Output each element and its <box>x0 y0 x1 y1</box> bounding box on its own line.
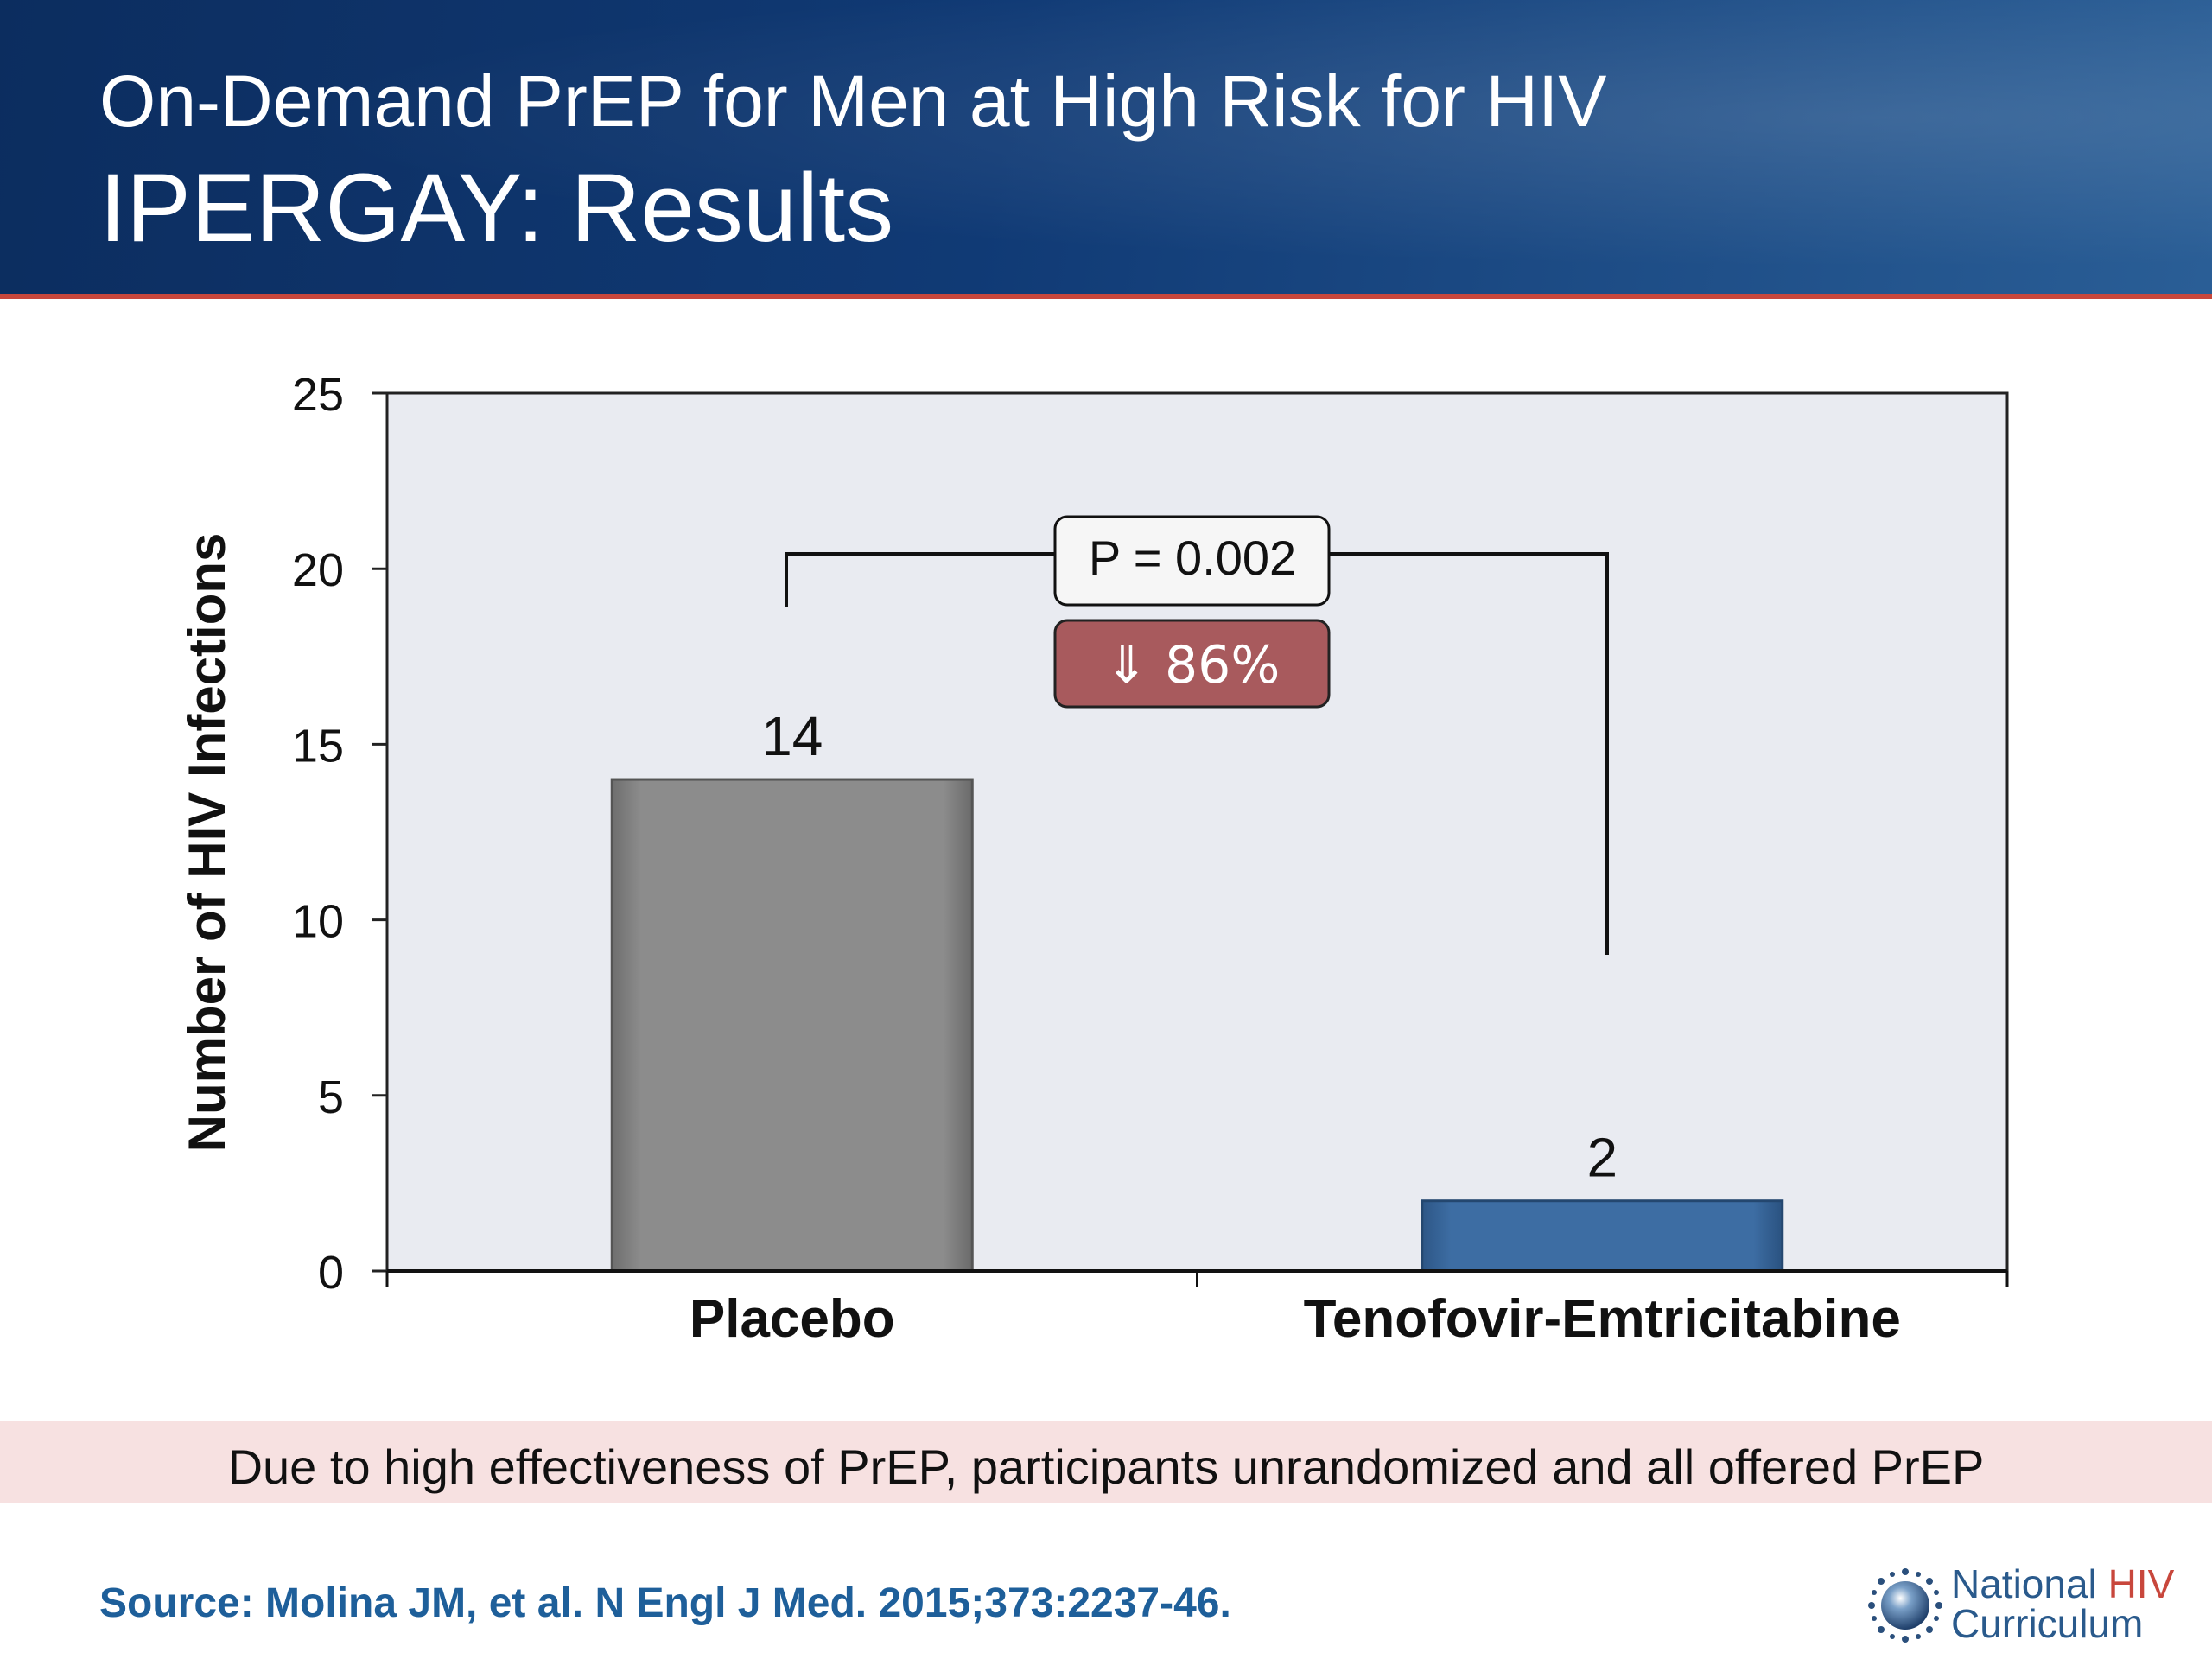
source-citation: Source: Molina JM, et al. N Engl J Med. … <box>99 1580 1231 1626</box>
slide-subtitle: IPERGAY: Results <box>99 154 894 262</box>
bar-tenofovir-emtricitabine <box>1421 1199 1784 1273</box>
x-category-label: Tenofovir-Emtricitabine <box>1304 1289 1901 1349</box>
bar-data-label: 2 <box>1586 1127 1618 1189</box>
y-tick-label: 5 <box>318 1071 344 1123</box>
reduction-label: ⇓ 86% <box>1105 635 1281 696</box>
note-banner <box>0 1421 2212 1503</box>
bar-chart: 0 5 10 15 20 25 14 2 Placebo Tenofovir-Emtricit… <box>178 369 2009 1349</box>
national-hiv-curriculum-logo: National HIV Curriculum <box>1866 1562 2195 1649</box>
note-text: Due to high effectiveness of PrEP, parti… <box>227 1440 1985 1494</box>
bar-placebo <box>610 778 974 1273</box>
x-category-label: Placebo <box>690 1289 895 1349</box>
header-divider <box>0 294 2212 299</box>
bar-data-label: 14 <box>761 705 823 767</box>
slide-title: On-Demand PrEP for Men at High Risk for … <box>99 60 1607 142</box>
p-value-label: P = 0.002 <box>1089 531 1296 585</box>
logo-globe-icon <box>1868 1568 1942 1643</box>
y-tick-label: 20 <box>292 544 344 596</box>
y-tick-label: 25 <box>292 369 344 421</box>
reduction-badge <box>1053 619 1331 709</box>
x-axis: Placebo Tenofovir-Emtricitabine <box>385 1269 2009 1349</box>
logo-text-line1: National HIV <box>1951 1561 2175 1606</box>
bars: 14 2 <box>610 705 1784 1273</box>
y-axis-ticks: 0 5 10 15 20 25 <box>292 369 387 1299</box>
y-tick-label: 10 <box>292 896 344 948</box>
y-tick-label: 0 <box>318 1247 344 1299</box>
slide-header <box>0 0 2212 294</box>
y-axis-label: Number of HIV Infections <box>178 533 236 1153</box>
p-value-box <box>1053 515 1331 607</box>
y-tick-label: 15 <box>292 720 344 772</box>
logo-text-line2: Curriculum <box>1951 1601 2144 1646</box>
